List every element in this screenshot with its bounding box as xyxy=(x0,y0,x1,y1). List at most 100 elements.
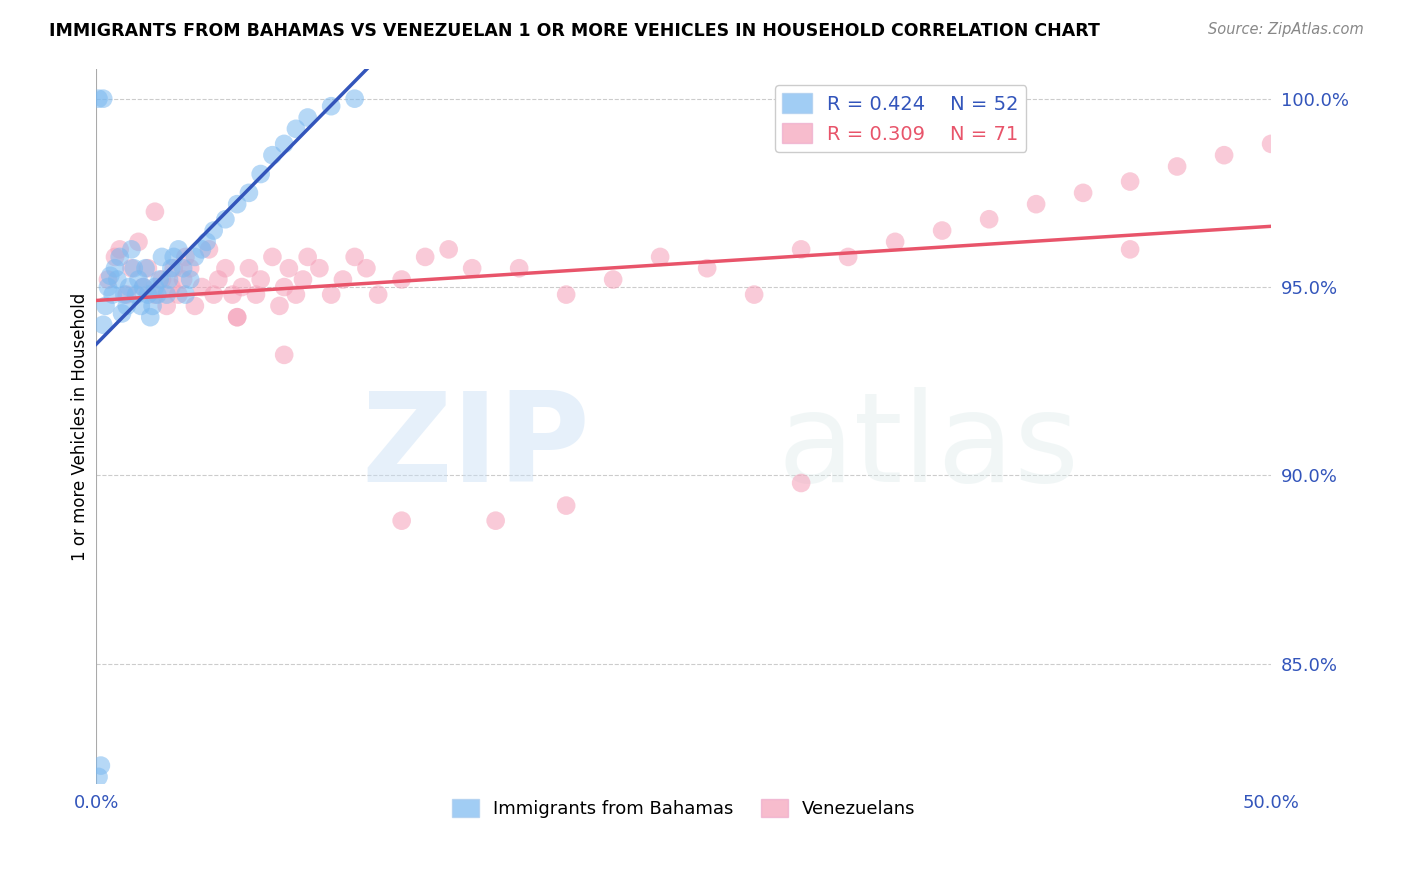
Point xyxy=(191,243,214,257)
Point xyxy=(343,250,366,264)
Text: atlas: atlas xyxy=(778,387,1080,508)
Point xyxy=(202,287,225,301)
Point xyxy=(108,243,131,257)
Point xyxy=(837,250,859,264)
Point xyxy=(226,197,249,211)
Point xyxy=(273,348,295,362)
Point xyxy=(308,261,330,276)
Point xyxy=(207,272,229,286)
Point xyxy=(249,167,271,181)
Point xyxy=(136,261,159,276)
Point xyxy=(112,287,135,301)
Point xyxy=(146,287,169,301)
Point xyxy=(284,121,307,136)
Text: IMMIGRANTS FROM BAHAMAS VS VENEZUELAN 1 OR MORE VEHICLES IN HOUSEHOLD CORRELATIO: IMMIGRANTS FROM BAHAMAS VS VENEZUELAN 1 … xyxy=(49,22,1099,40)
Point xyxy=(111,306,134,320)
Point xyxy=(284,287,307,301)
Point xyxy=(391,272,413,286)
Point xyxy=(485,514,508,528)
Point xyxy=(122,261,145,276)
Point xyxy=(262,250,284,264)
Point xyxy=(179,261,201,276)
Point xyxy=(1166,160,1188,174)
Point xyxy=(115,299,138,313)
Point xyxy=(273,280,295,294)
Point xyxy=(104,261,127,276)
Point xyxy=(461,261,484,276)
Point xyxy=(184,250,207,264)
Point xyxy=(163,250,186,264)
Point xyxy=(269,299,291,313)
Point xyxy=(214,212,236,227)
Point xyxy=(790,243,813,257)
Point xyxy=(132,280,155,294)
Point xyxy=(143,287,166,301)
Point xyxy=(245,287,267,301)
Y-axis label: 1 or more Vehicles in Household: 1 or more Vehicles in Household xyxy=(72,293,89,560)
Point xyxy=(120,261,142,276)
Point xyxy=(150,250,173,264)
Point xyxy=(884,235,907,249)
Point xyxy=(343,92,366,106)
Point xyxy=(1260,136,1282,151)
Point xyxy=(214,261,236,276)
Point xyxy=(143,204,166,219)
Point xyxy=(602,272,624,286)
Point xyxy=(1025,197,1047,211)
Point xyxy=(273,136,295,151)
Point xyxy=(156,299,179,313)
Point xyxy=(1119,243,1142,257)
Point xyxy=(650,250,672,264)
Point xyxy=(179,272,201,286)
Point xyxy=(226,310,249,325)
Point xyxy=(97,280,120,294)
Point xyxy=(198,243,221,257)
Point xyxy=(231,280,253,294)
Point xyxy=(156,287,179,301)
Point xyxy=(136,287,159,301)
Point xyxy=(160,280,183,294)
Point xyxy=(249,272,271,286)
Legend: Immigrants from Bahamas, Venezuelans: Immigrants from Bahamas, Venezuelans xyxy=(444,792,922,825)
Point xyxy=(555,287,578,301)
Point xyxy=(150,272,173,286)
Point xyxy=(90,758,112,772)
Point xyxy=(132,280,155,294)
Point xyxy=(108,250,131,264)
Point xyxy=(238,261,260,276)
Point xyxy=(202,223,225,237)
Point xyxy=(104,250,127,264)
Point xyxy=(391,514,413,528)
Point xyxy=(172,261,194,276)
Point xyxy=(125,287,148,301)
Point xyxy=(149,272,172,286)
Point xyxy=(163,261,186,276)
Point xyxy=(191,280,214,294)
Point xyxy=(332,272,354,286)
Point xyxy=(742,287,765,301)
Point xyxy=(291,272,314,286)
Point xyxy=(321,99,343,113)
Point xyxy=(226,310,249,325)
Point xyxy=(221,287,243,301)
Point xyxy=(174,250,197,264)
Point xyxy=(105,272,128,286)
Point xyxy=(277,261,299,276)
Point xyxy=(790,475,813,490)
Point xyxy=(1071,186,1094,200)
Text: ZIP: ZIP xyxy=(361,387,589,508)
Point xyxy=(195,235,218,249)
Point xyxy=(97,272,120,286)
Point xyxy=(262,148,284,162)
Point xyxy=(120,243,142,257)
Point xyxy=(160,261,183,276)
Point xyxy=(297,250,319,264)
Point xyxy=(115,287,138,301)
Point xyxy=(94,299,117,313)
Point xyxy=(98,268,121,283)
Point xyxy=(142,299,165,313)
Point xyxy=(931,223,953,237)
Point xyxy=(87,770,110,784)
Point xyxy=(118,280,141,294)
Point xyxy=(356,261,378,276)
